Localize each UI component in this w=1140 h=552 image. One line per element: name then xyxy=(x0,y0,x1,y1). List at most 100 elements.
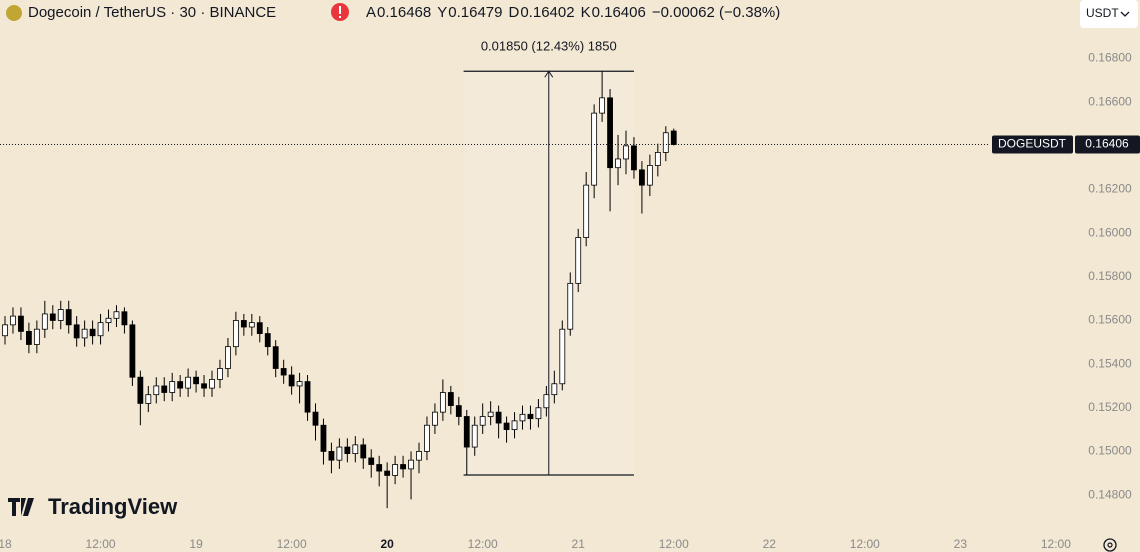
candle-body xyxy=(424,424,430,452)
candle-body xyxy=(81,328,88,339)
candle-body xyxy=(336,446,343,461)
candle-body xyxy=(352,444,359,455)
brand-name[interactable]: TradingView xyxy=(48,494,178,519)
x-tick-label: 21 xyxy=(572,537,586,551)
candle-body xyxy=(264,333,271,348)
candle-body xyxy=(551,383,558,396)
ohlc-value: 0.16468 xyxy=(377,4,431,21)
x-tick-label: 12:00 xyxy=(850,537,880,551)
candle-body xyxy=(225,346,231,369)
candle-body xyxy=(65,309,72,326)
x-tick-label: 12:00 xyxy=(1041,537,1071,551)
ohlc-key: K xyxy=(581,4,591,21)
candle-body xyxy=(591,112,598,186)
candle-body xyxy=(193,376,199,385)
candle-body xyxy=(599,97,606,114)
symbol-tag xyxy=(992,135,1073,154)
candle-body xyxy=(2,324,8,337)
candle-body xyxy=(232,320,239,348)
candle-body xyxy=(240,320,247,328)
plot-area: 0.14800 0.15000 0.15200 0.15400 0.15600 0.158… xyxy=(0,38,1140,551)
candle-body xyxy=(360,444,367,459)
x-tick-label: 12:00 xyxy=(86,537,116,551)
candle-body xyxy=(623,145,629,160)
candle-body xyxy=(487,411,494,417)
candle-body xyxy=(129,324,136,378)
candle-body xyxy=(177,381,184,389)
candle-body xyxy=(646,165,653,186)
candle-body xyxy=(639,169,645,186)
coin-icon xyxy=(6,5,22,21)
y-tick-label: 0.15200 xyxy=(1088,400,1132,414)
ohlc-value: 0.16402 xyxy=(520,4,574,21)
x-tick-label: 19 xyxy=(189,537,203,551)
candle-body xyxy=(439,392,446,413)
candle-body xyxy=(392,464,399,476)
y-tick-label: 0.16600 xyxy=(1088,94,1132,108)
logo-mark xyxy=(8,498,34,516)
settings-icon-center xyxy=(1107,542,1113,548)
candle-body xyxy=(527,413,534,420)
change-value: −0.00062 (−0.38%) xyxy=(652,4,780,21)
candle-body xyxy=(662,132,669,153)
candle-body xyxy=(519,413,526,422)
candle-body xyxy=(73,324,80,339)
currency-label[interactable]: USDT xyxy=(1086,6,1119,20)
candle-body xyxy=(543,394,550,409)
candle-body xyxy=(320,424,327,452)
candle-body xyxy=(583,184,590,238)
settings-icon[interactable] xyxy=(1103,538,1117,552)
candle-body xyxy=(113,311,120,319)
candle-body xyxy=(288,374,295,387)
candle-body xyxy=(535,407,542,420)
candle-body xyxy=(57,309,64,321)
candle-body xyxy=(41,313,48,330)
candle-body xyxy=(296,381,303,387)
measure-arrowhead xyxy=(544,70,554,78)
alert-bar xyxy=(339,6,341,14)
x-tick-label: 18 xyxy=(0,537,12,551)
y-tick-label: 0.16000 xyxy=(1088,225,1132,239)
candle-body xyxy=(304,381,311,413)
candle-body xyxy=(376,464,383,472)
candle-body xyxy=(471,424,478,448)
y-tick-label: 0.15400 xyxy=(1088,356,1132,370)
candle-body xyxy=(89,328,96,337)
y-tick-label: 0.15600 xyxy=(1088,313,1132,327)
y-tick-label: 0.15800 xyxy=(1088,269,1132,283)
symbol-title[interactable]: Dogecoin / TetherUS · 30 · BINANCE xyxy=(28,4,276,21)
currency-button[interactable] xyxy=(1080,0,1138,28)
ohlc-value: 0.16479 xyxy=(448,4,502,21)
ohlc-key: Y xyxy=(437,4,447,21)
candle-body xyxy=(153,385,160,396)
x-tick-label: 20 xyxy=(380,537,394,551)
y-tick-label: 0.15000 xyxy=(1088,444,1132,458)
brand-logo: TradingView xyxy=(8,494,178,519)
candle-body xyxy=(479,416,486,426)
alert-dot xyxy=(339,16,341,18)
candle-body xyxy=(432,411,438,426)
dropdown-caret xyxy=(1120,11,1130,17)
price-tag xyxy=(1075,135,1140,154)
ohlc-legend: A 0.16468 Y 0.16479 D 0.16402 K 0.16406 −0.00062… xyxy=(366,4,780,21)
candle-body xyxy=(559,328,566,385)
candle-body xyxy=(575,237,582,284)
candle-body xyxy=(97,322,104,337)
candle-body xyxy=(511,420,518,431)
candle-body xyxy=(408,459,414,470)
x-tick-label: 12:00 xyxy=(468,537,498,551)
candle-body xyxy=(344,446,351,455)
x-tick-label: 23 xyxy=(954,537,968,551)
y-tick-label: 0.14800 xyxy=(1088,487,1132,501)
candle-body xyxy=(384,470,391,476)
x-tick-label: 22 xyxy=(763,537,777,551)
candle-body xyxy=(631,145,637,171)
candle-body xyxy=(201,383,207,389)
candle-body xyxy=(328,451,335,461)
x-tick-label: 12:00 xyxy=(277,537,307,551)
ohlc-value: 0.16406 xyxy=(592,4,646,21)
candle-body xyxy=(161,385,168,393)
candle-body xyxy=(169,381,176,393)
candle-body xyxy=(607,97,613,169)
